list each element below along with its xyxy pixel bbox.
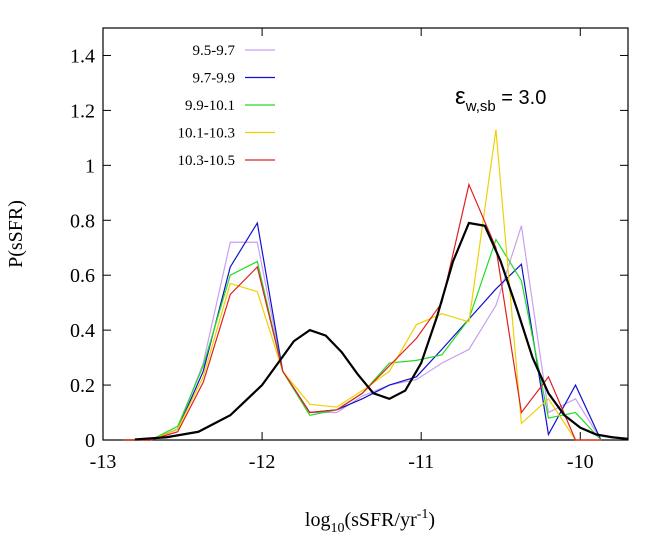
series-line xyxy=(123,221,602,441)
y-tick-label: 0 xyxy=(85,430,95,452)
y-tick-label: 0.2 xyxy=(70,375,95,397)
annotation-part: = 3.0 xyxy=(496,87,547,109)
y-axis-label: P(sSFR) xyxy=(5,200,27,268)
x-axis-label-part: ) xyxy=(428,509,435,531)
x-tick-label: -12 xyxy=(249,451,276,473)
x-axis-label-part: log xyxy=(305,509,331,531)
series-line xyxy=(123,182,601,441)
y-tick-label: 1.4 xyxy=(70,45,95,67)
series-line xyxy=(123,225,602,441)
y-tick-label: 0.6 xyxy=(70,265,95,287)
legend-label: 9.9-10.1 xyxy=(185,98,235,114)
x-axis-label-part: 10 xyxy=(330,521,344,536)
legend-label: 10.1-10.3 xyxy=(178,126,236,142)
legend-label: 9.7-9.9 xyxy=(193,71,236,87)
annotation-part: w,sb xyxy=(465,98,496,115)
y-tick-label: 1 xyxy=(85,155,95,177)
legend-label: 9.5-9.7 xyxy=(193,43,236,59)
x-axis-label-part: (sSFR/yr xyxy=(344,509,417,531)
annotation-part: ε xyxy=(455,83,466,110)
x-axis-label-part: -1 xyxy=(417,507,429,522)
x-tick-label: -10 xyxy=(567,451,594,473)
model-line xyxy=(134,221,629,441)
series-line xyxy=(123,238,602,441)
x-tick-label: -11 xyxy=(408,451,434,473)
y-tick-label: 0.4 xyxy=(70,320,95,342)
y-tick-label: 0.8 xyxy=(70,210,95,232)
x-axis-label: log10(sSFR/yr-1) xyxy=(305,507,435,536)
y-tick-label: 1.2 xyxy=(70,100,95,122)
annotation: εw,sb = 3.0 xyxy=(455,83,546,115)
x-tick-label: -13 xyxy=(90,451,117,473)
plot-frame xyxy=(102,27,629,441)
legend-label: 10.3-10.5 xyxy=(178,153,236,169)
series-line xyxy=(123,129,601,441)
